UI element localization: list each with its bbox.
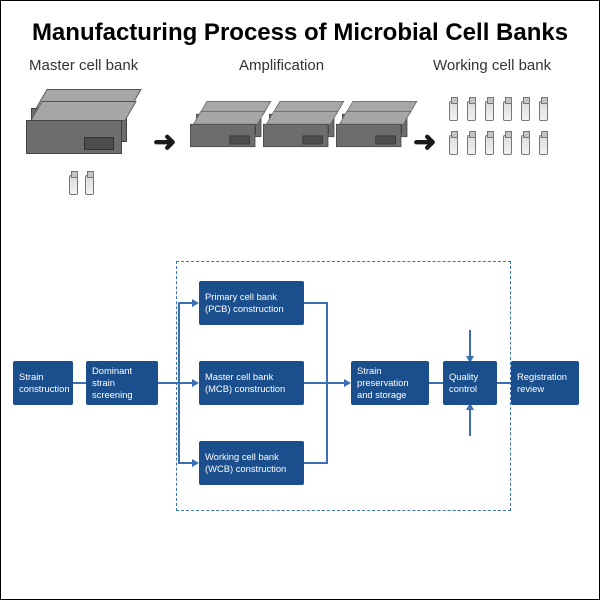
- node-label: Primary cell bank (PCB) construction: [205, 291, 298, 315]
- node-dominant-screening: Dominant strain screening: [86, 361, 158, 405]
- vial-icon: [69, 175, 78, 195]
- connector: [178, 382, 192, 384]
- node-preservation: Strain preservation and storage: [351, 361, 429, 405]
- connector: [304, 382, 326, 384]
- node-label: Working cell bank (WCB) construction: [205, 451, 298, 475]
- node-quality-control: Quality control: [443, 361, 497, 405]
- connector: [326, 382, 344, 384]
- stage-label-master: Master cell bank: [29, 57, 138, 74]
- connector: [304, 302, 326, 304]
- vial-icon: [85, 175, 94, 195]
- node-label: Strain construction: [19, 371, 70, 395]
- connector: [304, 462, 326, 464]
- flowchart: Strain construction Dominant strain scre…: [11, 231, 589, 531]
- arrow-icon: ➜: [153, 125, 176, 158]
- top-illustration: Master cell bank Amplification Working c…: [1, 57, 599, 227]
- node-label: Strain preservation and storage: [357, 365, 423, 401]
- stage-label-amplification: Amplification: [239, 57, 324, 74]
- node-label: Quality control: [449, 371, 491, 395]
- connector: [158, 382, 178, 384]
- connector: [178, 462, 192, 464]
- tray-master: [31, 89, 136, 144]
- arrowhead-icon: [344, 379, 351, 387]
- stage-label-working: Working cell bank: [433, 57, 551, 74]
- node-label: Dominant strain screening: [92, 365, 152, 401]
- connector: [178, 302, 192, 304]
- page-title: Manufacturing Process of Microbial Cell …: [1, 1, 599, 57]
- connector: [429, 382, 443, 384]
- arrow-icon: ➜: [413, 125, 436, 158]
- node-wcb: Working cell bank (WCB) construction: [199, 441, 304, 485]
- node-strain-construction: Strain construction: [13, 361, 73, 405]
- node-label: Master cell bank (MCB) construction: [205, 371, 298, 395]
- connector: [73, 382, 86, 384]
- node-mcb: Master cell bank (MCB) construction: [199, 361, 304, 405]
- node-registration-review: Registration review: [511, 361, 579, 405]
- connector: [497, 382, 511, 384]
- arrowhead-icon: [192, 459, 199, 467]
- node-label: Registration review: [517, 371, 573, 395]
- arrowhead-icon: [192, 379, 199, 387]
- arrowhead-icon: [192, 299, 199, 307]
- node-pcb: Primary cell bank (PCB) construction: [199, 281, 304, 325]
